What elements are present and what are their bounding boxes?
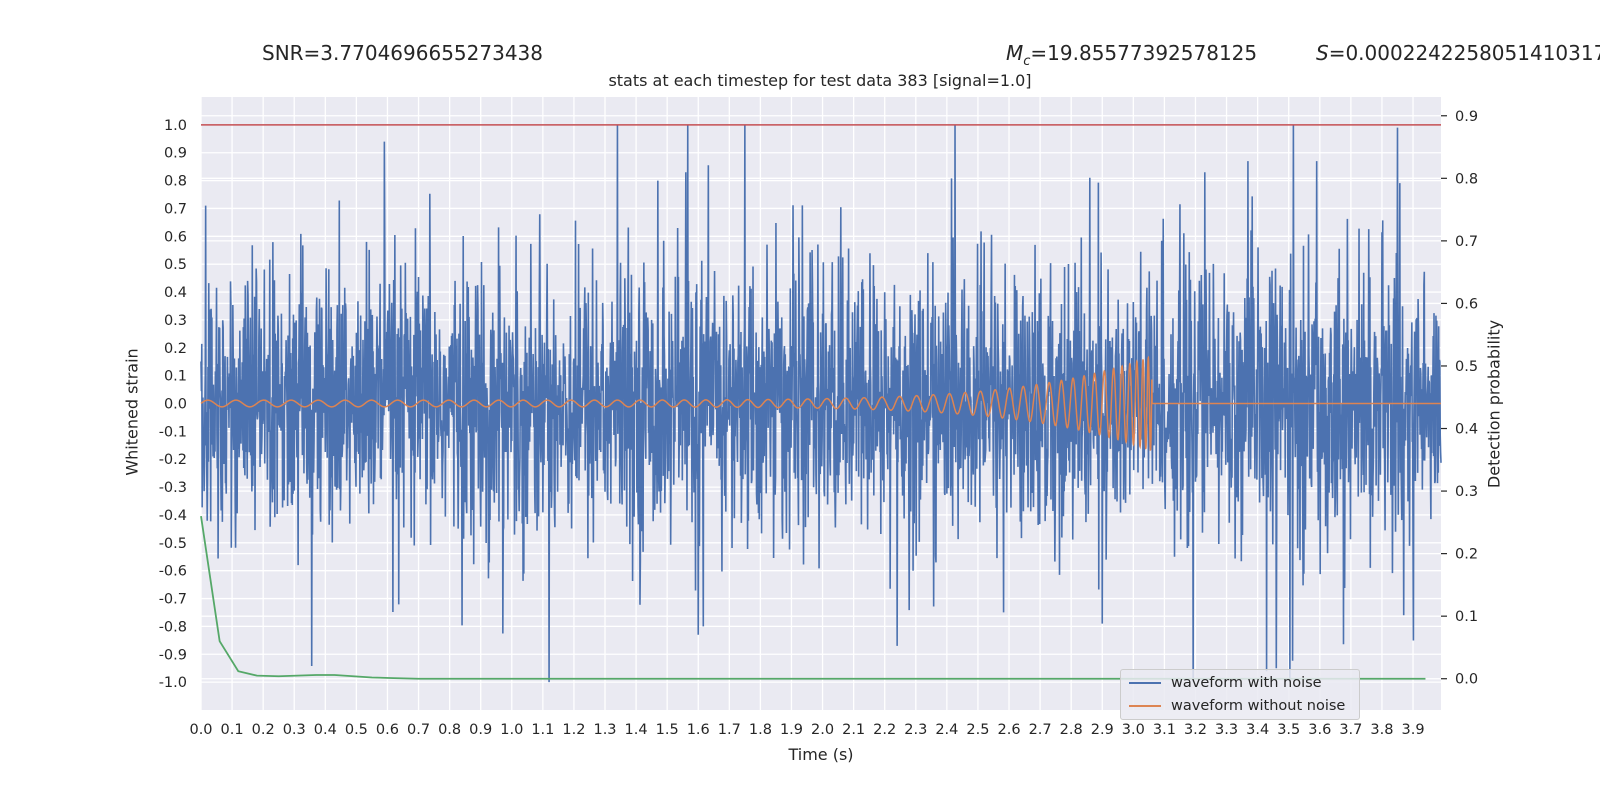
y-tick-label: 0.6: [164, 229, 187, 245]
y-axis-label: Whitened strain: [122, 348, 142, 476]
x-tick-label: 3.3: [1215, 722, 1238, 738]
x-tick-label: 2.3: [904, 722, 927, 738]
x-tick-label: 0.6: [376, 722, 399, 738]
legend-item-without-noise: waveform without noise: [1129, 696, 1345, 716]
x-tick-label: 2.0: [811, 722, 834, 738]
x-tick-label: 2.7: [1029, 722, 1052, 738]
chirp-mass-symbol: M: [1006, 41, 1024, 65]
s-value: =0.00022422580514103174: [1328, 41, 1600, 65]
y-tick-label: -0.2: [159, 452, 187, 468]
y-tick-label: 0.7: [164, 201, 187, 217]
x-tick-label: 1.1: [531, 722, 554, 738]
x-tick-label: 2.8: [1060, 722, 1083, 738]
y-tick-label: 0.1: [164, 369, 187, 385]
x-tick-label: 1.3: [593, 722, 616, 738]
chirp-mass-readout: Mc=19.85577392578125: [1006, 41, 1257, 69]
x-axis-ticks: 0.0 0.1 0.2 0.3 0.4 0.5 0.6 0.7 0.8 0.9 1.0 1.1 1.2 1…: [189, 722, 1424, 738]
x-tick-label: 3.2: [1184, 722, 1207, 738]
x-tick-label: 3.5: [1277, 722, 1300, 738]
x-tick-label: 3.4: [1246, 722, 1269, 738]
x-tick-label: 0.3: [283, 722, 306, 738]
y-tick-label: 0.5: [164, 257, 187, 273]
legend-item-with-noise: waveform with noise: [1129, 673, 1322, 693]
y-tick-label: -0.7: [159, 592, 187, 608]
series-line-detection-probability: [200, 515, 1426, 680]
y-tick-label: -0.8: [159, 619, 187, 635]
x-tick-label: 0.7: [407, 722, 430, 738]
x-tick-label: 2.4: [935, 722, 958, 738]
y2-axis-label: Detection probability: [1484, 319, 1504, 489]
x-tick-label: 1.6: [687, 722, 710, 738]
y-tick-label: -0.1: [159, 424, 187, 440]
x-tick-label: 2.5: [966, 722, 989, 738]
y-tick-label: 1.0: [164, 118, 187, 134]
y-tick-label: -0.9: [159, 647, 187, 663]
x-tick-label: 3.7: [1339, 722, 1362, 738]
x-tick-label: 3.9: [1401, 722, 1424, 738]
x-tick-label: 3.0: [1122, 722, 1145, 738]
x-tick-label: 2.9: [1091, 722, 1114, 738]
legend-swatch-with-noise: [1129, 682, 1161, 684]
series-line-waveform-without-noise: [200, 355, 1441, 452]
s-symbol: S: [1316, 41, 1329, 65]
y-tick-label: 0.8: [164, 174, 187, 190]
y2-tick-label: 0.2: [1455, 547, 1478, 563]
x-tick-label: 2.6: [997, 722, 1020, 738]
x-tick-label: 1.4: [625, 722, 648, 738]
y2-tick-label: 0.9: [1455, 109, 1478, 125]
y2-tick-label: 0.0: [1455, 672, 1478, 688]
x-tick-label: 3.6: [1308, 722, 1331, 738]
s-readout: S=0.00022422580514103174: [1316, 41, 1600, 65]
legend-swatch-without-noise: [1129, 705, 1161, 707]
snr-readout: SNR=3.7704696655273438: [262, 41, 543, 65]
y-tick-label: 0.9: [164, 146, 187, 162]
y2-tick-label: 0.6: [1455, 296, 1478, 312]
y-tick-label: -0.3: [159, 480, 187, 496]
legend-label-with-noise: waveform with noise: [1171, 675, 1322, 691]
y-tick-label: -1.0: [159, 675, 187, 691]
y-axis-ticks: 1.0 0.9 0.8 0.7 0.6 0.5 0.4 0.3 0.2 0.1 0.0 -0.1 -0.…: [159, 118, 187, 691]
x-axis-label: Time (s): [788, 745, 854, 764]
x-tick-label: 0.1: [221, 722, 244, 738]
y-tick-label: 0.2: [164, 341, 187, 357]
x-tick-label: 3.8: [1370, 722, 1393, 738]
y-tick-label: 0.4: [164, 285, 187, 301]
x-tick-label: 1.7: [718, 722, 741, 738]
y-tick-label: -0.6: [159, 564, 187, 580]
chirp-mass-subscript: c: [1023, 54, 1031, 69]
y2-tick-label: 0.8: [1455, 171, 1478, 187]
x-tick-label: 1.5: [656, 722, 679, 738]
series-line-waveform-with-noise: [200, 124, 1442, 683]
x-tick-label: 0.0: [189, 722, 212, 738]
y-tick-label: -0.5: [159, 536, 187, 552]
x-tick-label: 1.9: [780, 722, 803, 738]
x-tick-label: 2.1: [842, 722, 865, 738]
x-tick-label: 0.2: [252, 722, 275, 738]
x-tick-label: 0.8: [438, 722, 461, 738]
x-tick-label: 0.5: [345, 722, 368, 738]
y-tick-label: 0.3: [164, 313, 187, 329]
y2-tick-label: 0.4: [1455, 422, 1478, 438]
chart-title: stats at each timestep for test data 383…: [608, 71, 1032, 90]
x-tick-label: 3.1: [1153, 722, 1176, 738]
x-tick-label: 1.2: [562, 722, 585, 738]
y-tick-label: -0.4: [159, 508, 187, 524]
y2-tick-label: 0.1: [1455, 609, 1478, 625]
y2-axis-ticks: 0.9 0.8 0.7 0.6 0.5 0.4 0.3 0.2 0.1 0.0: [1441, 109, 1478, 688]
x-tick-label: 1.0: [500, 722, 523, 738]
y2-tick-label: 0.5: [1455, 359, 1478, 375]
x-tick-label: 0.4: [314, 722, 337, 738]
legend-label-without-noise: waveform without noise: [1171, 698, 1346, 714]
chirp-mass-value: =19.85577392578125: [1030, 41, 1258, 65]
legend: waveform with noise waveform without noi…: [1120, 669, 1360, 720]
y2-tick-label: 0.3: [1455, 484, 1478, 500]
x-tick-label: 0.9: [469, 722, 492, 738]
x-tick-label: 1.8: [749, 722, 772, 738]
y2-tick-label: 0.7: [1455, 234, 1478, 250]
y-tick-label: 0.0: [164, 397, 187, 413]
x-tick-label: 2.2: [873, 722, 896, 738]
